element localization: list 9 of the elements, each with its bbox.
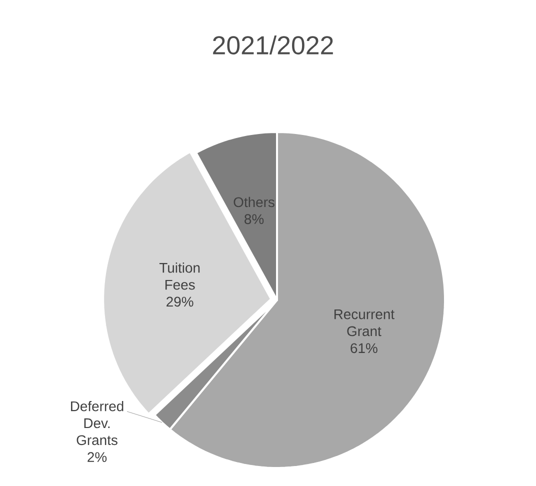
data-label: 61%: [350, 343, 378, 354]
slice-label: Tuition Fees: [159, 262, 200, 290]
slice-label: Deferred Dev. Grants: [71, 400, 124, 446]
data-label: 29%: [166, 296, 194, 307]
slice-label: Recurrent Grant: [334, 309, 394, 336]
data-label: 2%: [88, 452, 107, 462]
data-label: 8%: [244, 214, 264, 224]
slice-label: Others: [234, 196, 274, 208]
chart-title: 2021/2022: [213, 35, 333, 54]
